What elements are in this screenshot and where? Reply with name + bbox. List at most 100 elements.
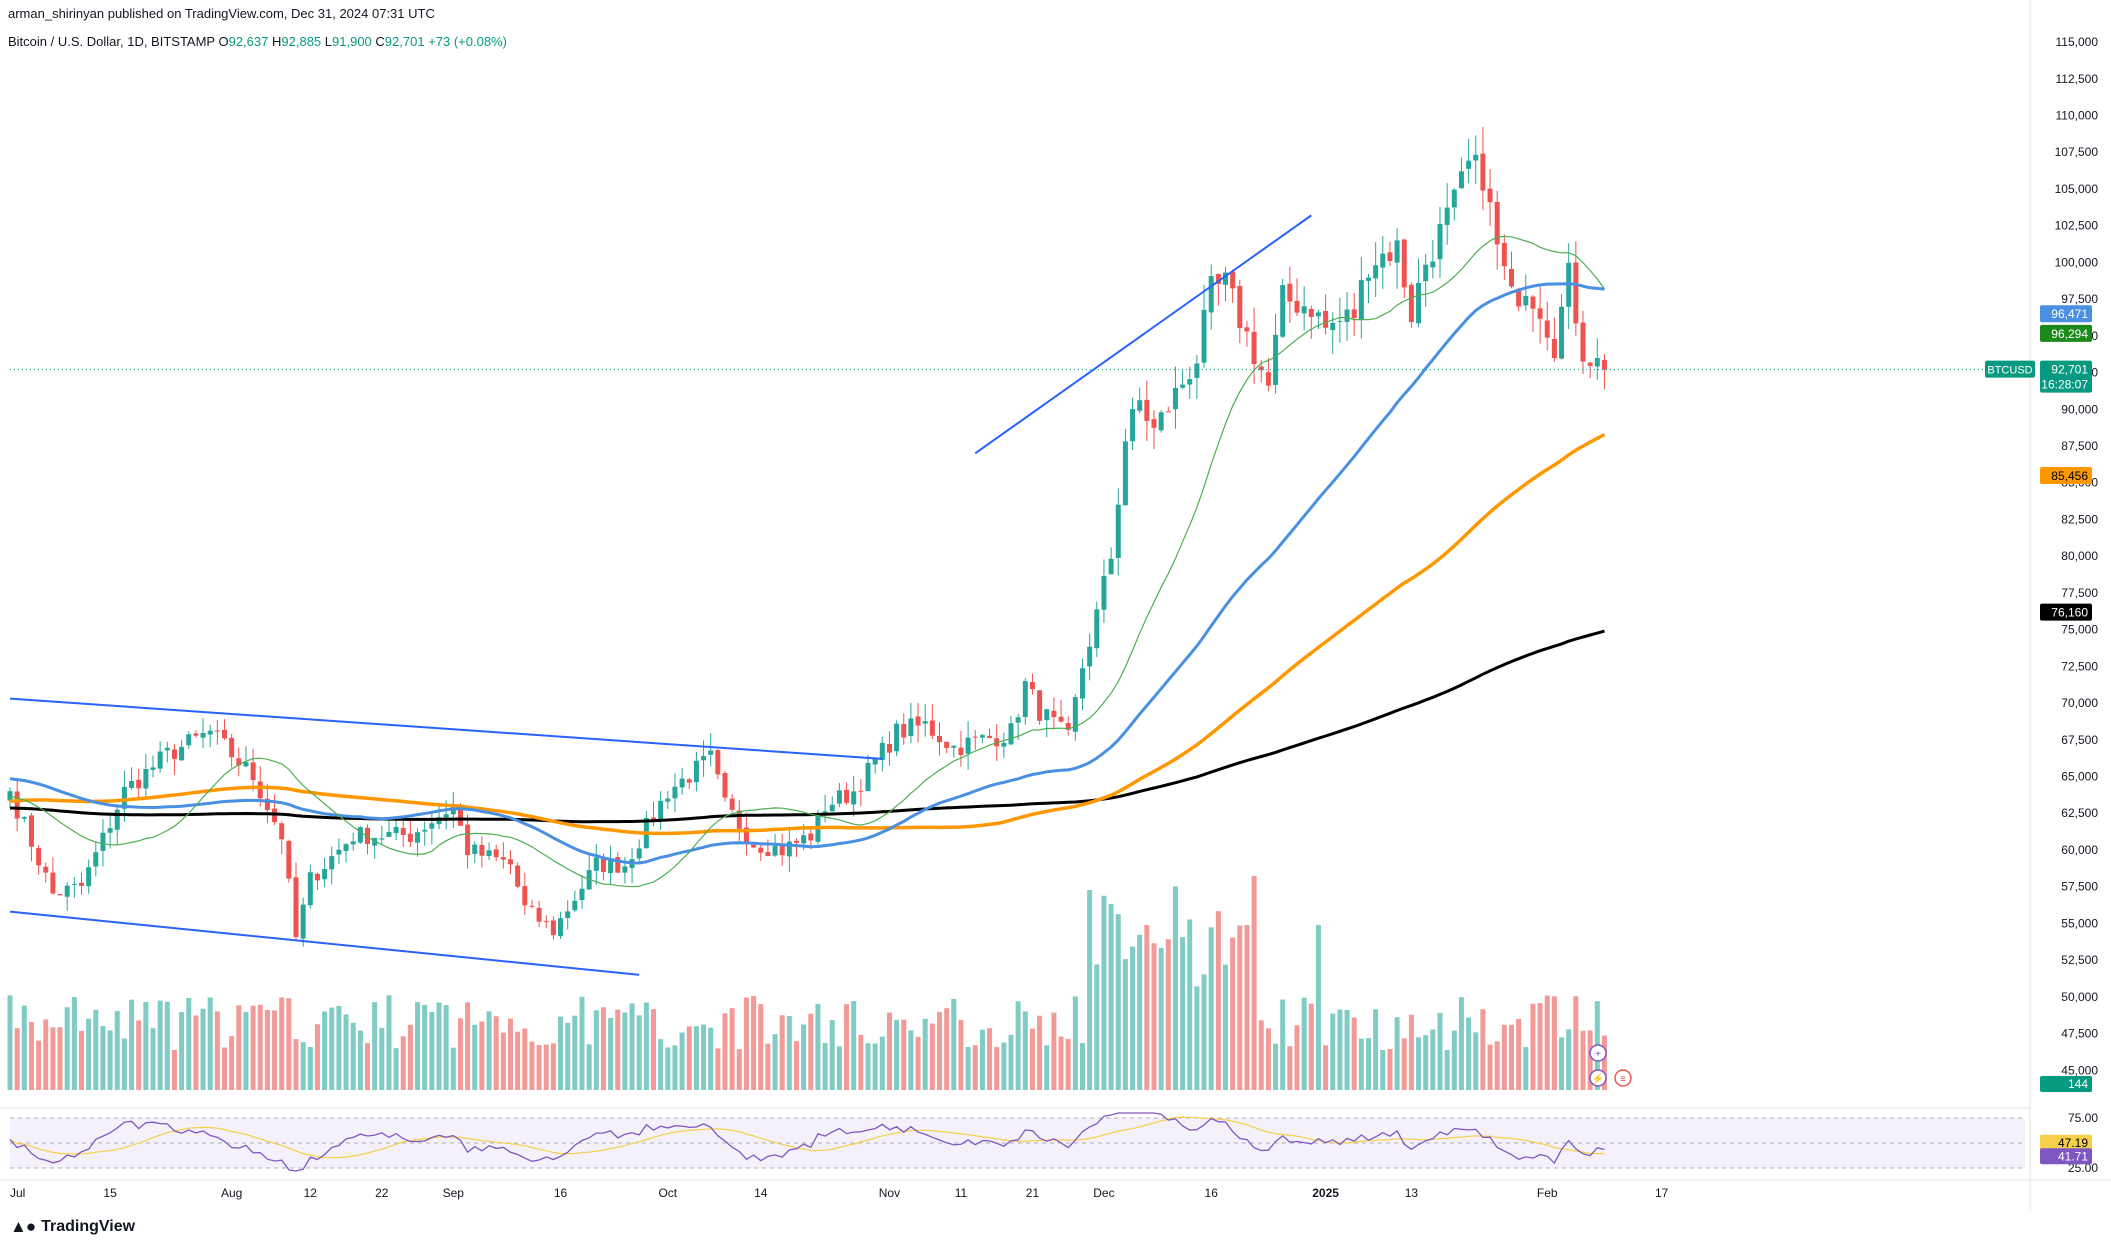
volume-bar [1194,986,1200,1090]
candle-body [193,733,199,736]
volume-bar [121,1038,127,1090]
last-price-tag [2040,360,2092,393]
volume-bar [1537,1003,1543,1090]
candle-body [944,741,950,748]
candle-body [808,833,814,841]
volume-bar [608,1018,614,1090]
volume-bar [1559,1037,1565,1090]
volume-bar [7,995,13,1090]
candle-body [64,885,70,897]
volume-bar [944,1008,950,1090]
candle-body [622,866,628,873]
candle-body [1258,366,1264,371]
candle-body [129,780,135,788]
trendlines[interactable] [9,214,1312,976]
volume-bar [1330,1013,1336,1090]
volume-bar [1151,943,1157,1090]
x-tick-label: 13 [1405,1186,1419,1200]
volume-bar [765,1043,771,1090]
candle-body [529,905,535,907]
candle-body [550,920,556,936]
volume-bar [1494,1041,1500,1090]
candle-body [708,750,714,755]
candle-body [1230,271,1236,289]
candle-body [751,844,757,848]
candle-body [71,883,77,885]
volume-bar [1530,1003,1536,1090]
candle-body [1122,441,1128,506]
volume-bar [550,1043,556,1090]
volume-bar [822,1042,828,1090]
volume-bar [994,1047,1000,1090]
y-tick-label: 102,500 [2055,219,2099,233]
candle-body [1451,189,1457,208]
channel-lower-trendline [9,910,640,976]
volume-bar [314,1024,320,1090]
volume-bar [472,1024,478,1090]
volume-bar [1094,964,1100,1090]
candle-body [1387,252,1393,262]
candle-body [1251,331,1257,365]
candle-body [43,866,49,873]
volume-bar [951,998,957,1090]
volume-bar [915,1036,921,1090]
x-tick-label: 2025 [1312,1186,1339,1200]
candle-body [14,791,20,819]
volume-bars [7,875,1607,1090]
volume-bar [622,1012,628,1090]
candle-body [1587,362,1593,366]
candle-body [951,745,957,748]
candle-body [1144,399,1150,421]
tradingview-footer[interactable]: ▲● TradingView [10,1217,135,1237]
candle-body [972,736,978,738]
candle-body [222,729,227,739]
candle-body [1401,239,1407,288]
volume-bar [1480,1009,1486,1090]
candle-body [28,815,34,847]
volume-bar [1351,1017,1357,1090]
ma50-line [9,282,1605,865]
candle-body [543,921,549,923]
volume-bar [193,1015,199,1090]
candle-body [693,760,699,783]
candle-body [1223,272,1228,285]
volume-bar [1387,1048,1393,1090]
candle-body [1208,276,1214,313]
rsi-line [9,1112,1605,1172]
volume-bar [1487,1044,1493,1090]
volume-bar [350,1022,356,1090]
candle-body [515,865,521,887]
plus-icon-glyph: + [1595,1049,1601,1060]
tradingview-logo-icon: ▲● [10,1217,36,1236]
volume-bar [965,1046,971,1090]
volume-bar [443,1005,449,1090]
candle-body [1559,306,1565,359]
volume-bar [672,1045,678,1090]
candle-body [979,735,985,738]
candle-body [300,904,306,939]
candle-body [1022,681,1028,718]
ma100-price-tag-label: 85,456 [2051,469,2088,483]
candle-body [722,773,728,798]
volume-bar [1294,1025,1300,1090]
candle-body [357,827,363,843]
y-tick-label: 87,500 [2061,439,2098,453]
x-tick-label: 16 [554,1186,568,1200]
volume-bar [329,1007,335,1090]
ohlc-close: 92,701 [384,34,425,49]
candle-body [1001,742,1007,747]
y-tick-label: 57,500 [2061,880,2098,894]
volume-bar [486,1011,492,1090]
candle-body [57,894,63,896]
candle-body [1516,288,1522,307]
candle-body [658,800,664,820]
volume-bar [1230,937,1236,1090]
candle-body [536,907,542,922]
candle-body [171,749,177,759]
volume-bar [1115,914,1121,1090]
channel-upper-trendline [9,697,883,760]
candle-body [322,868,328,880]
volume-bar [93,1009,99,1090]
